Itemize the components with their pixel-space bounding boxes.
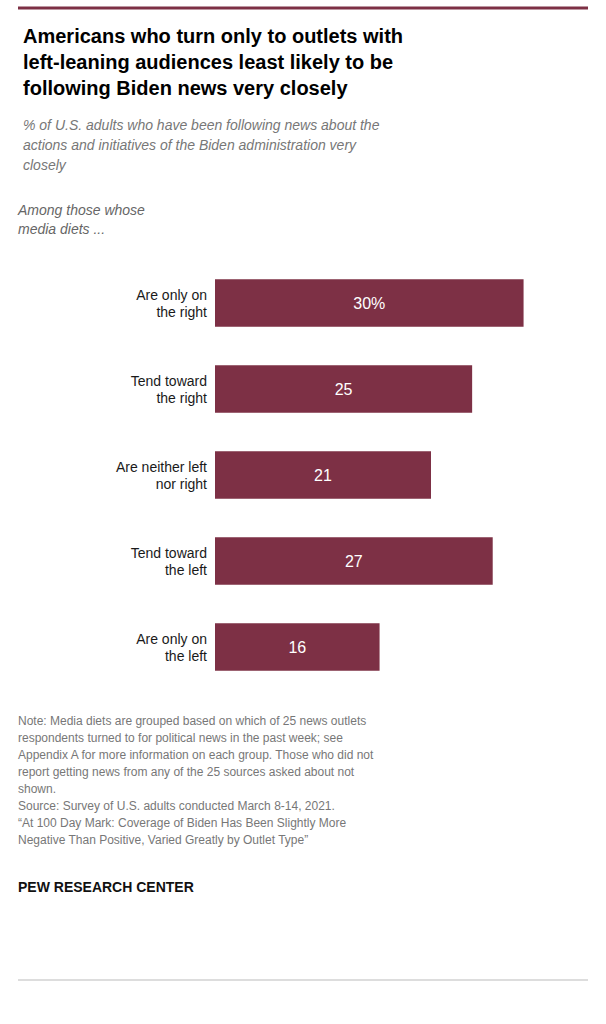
svg-text:Americans who turn only to out: Americans who turn only to outlets with (23, 25, 403, 47)
svg-text:PEW RESEARCH CENTER: PEW RESEARCH CENTER (18, 879, 194, 895)
svg-text:the right: the right (156, 390, 207, 406)
svg-text:30%: 30% (353, 295, 385, 312)
svg-text:Among those whose: Among those whose (17, 202, 145, 218)
svg-text:Tend toward: Tend toward (131, 373, 207, 389)
svg-text:following Biden news very clos: following Biden news very closely (23, 77, 348, 99)
svg-text:nor right: nor right (156, 476, 207, 492)
svg-text:closely: closely (23, 157, 67, 173)
svg-text:27: 27 (345, 553, 363, 570)
svg-text:media diets ...: media diets ... (18, 221, 105, 237)
svg-text:Negative Than Positive, Varied: Negative Than Positive, Varied Greatly b… (18, 833, 308, 847)
svg-text:Are neither left: Are neither left (116, 459, 207, 475)
svg-text:respondents turned to for poli: respondents turned to for political news… (18, 731, 343, 745)
svg-text:Tend toward: Tend toward (131, 545, 207, 561)
svg-text:Are only on: Are only on (136, 631, 207, 647)
svg-text:25: 25 (335, 381, 353, 398)
svg-text:actions and initiatives of the: actions and initiatives of the Biden adm… (23, 137, 357, 153)
svg-text:16: 16 (288, 639, 306, 656)
svg-text:the left: the left (165, 562, 207, 578)
svg-text:shown.: shown. (18, 782, 56, 796)
svg-text:% of U.S. adults who have been: % of U.S. adults who have been following… (23, 117, 380, 133)
svg-text:the left: the left (165, 648, 207, 664)
svg-text:left-leaning audiences least l: left-leaning audiences least likely to b… (23, 51, 393, 73)
svg-text:21: 21 (314, 467, 332, 484)
svg-text:report getting news from any o: report getting news from any of the 25 s… (18, 765, 355, 779)
svg-text:Are only on: Are only on (136, 287, 207, 303)
svg-text:Note: Media diets are grouped: Note: Media diets are grouped based on w… (18, 714, 366, 728)
svg-text:Appendix A for more informatio: Appendix A for more information on each … (18, 748, 374, 762)
svg-text:Source: Survey of U.S. adults: Source: Survey of U.S. adults conducted … (18, 799, 335, 813)
svg-text:the right: the right (156, 304, 207, 320)
svg-text:“At 100 Day Mark: Coverage of: “At 100 Day Mark: Coverage of Biden Has … (18, 816, 346, 830)
